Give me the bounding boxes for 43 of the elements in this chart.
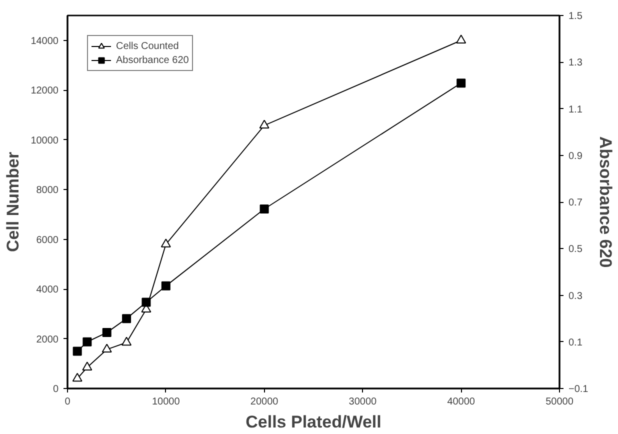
point [72, 346, 82, 356]
y-tick-label: 14000 [30, 36, 59, 47]
y2-tick-label: 1.3 [568, 58, 583, 69]
point [82, 337, 92, 346]
x-tick-label: 20000 [250, 396, 279, 408]
y-tick-label: 0 [52, 384, 59, 395]
y2-tick-label: 0.9 [568, 150, 583, 162]
point [122, 314, 132, 324]
legend-label: Absorbance 620 [116, 54, 189, 67]
point [259, 120, 270, 129]
x-tick-label: 30000 [348, 396, 378, 408]
point [82, 362, 92, 370]
point [102, 344, 112, 353]
y-tick-label: 4000 [36, 284, 59, 296]
y2-tick-label: 0.7 [568, 198, 583, 208]
point [102, 328, 112, 338]
x-tick-label: 40000 [447, 396, 476, 408]
x-tick-label: 10000 [152, 396, 180, 408]
point [122, 336, 132, 346]
point [160, 238, 171, 248]
y2-tick-label: −0.1 [568, 384, 589, 395]
y2-tick-label: 0.1 [568, 337, 583, 348]
point [142, 298, 151, 307]
y-tick-label: 2000 [36, 334, 59, 346]
y-axis-title: Cell Number [4, 152, 23, 252]
y2-tick-label: 0.3 [568, 290, 583, 302]
y-tick-label: 8000 [36, 185, 59, 196]
y2-axis-title: Absorbance 620 [596, 136, 616, 268]
point [456, 34, 466, 44]
point [260, 204, 269, 214]
y-tick-label: 10000 [30, 135, 59, 146]
y2-tick-label: 0.5 [568, 244, 583, 256]
legend-label: Cells Counted [116, 40, 179, 53]
y2-tick-label: 1.5 [568, 11, 583, 22]
point [72, 372, 82, 382]
y2-tick-label: 1.1 [568, 104, 583, 116]
x-axis-title: Cells Plated/Well [246, 412, 382, 432]
y-tick-label: 12000 [30, 86, 59, 97]
point [456, 78, 466, 88]
x-tick-label: 0 [64, 396, 71, 408]
x-tick-label: 50000 [546, 396, 574, 408]
y-tick-label: 6000 [36, 234, 59, 246]
point [161, 281, 170, 290]
